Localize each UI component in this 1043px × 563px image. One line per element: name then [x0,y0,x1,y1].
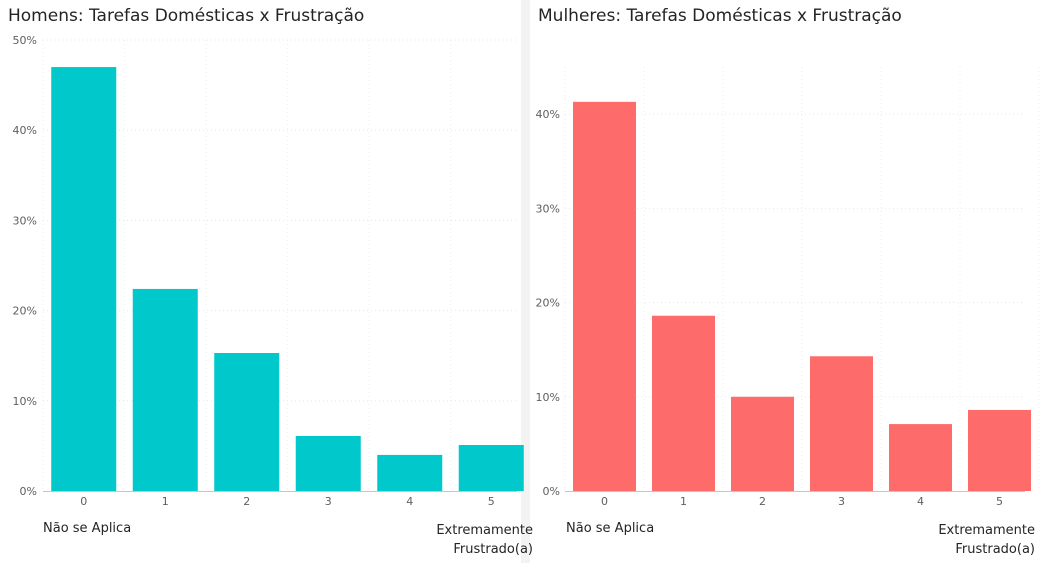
x-annotation-right-line: Extremamente [436,523,533,538]
chart-panel-men[interactable]: Homens: Tarefas Domésticas x Frustração … [0,0,533,515]
x-annotation-left: Não se Aplica [43,521,132,536]
y-tick-label: 40% [536,108,560,121]
bar [132,288,198,491]
x-annotation-left: Não se Aplica [566,521,655,536]
y-tick-label: 10% [13,395,37,408]
chart-title: Homens: Tarefas Domésticas x Frustração [8,6,365,26]
bar [968,409,1031,491]
y-tick-label: 0% [20,485,37,498]
bar [214,352,280,491]
x-tick-label: 1 [680,495,687,508]
y-tick-label: 30% [13,214,37,227]
bar-chart-men: 0% 10% 20% 30% 40% 50% 0 1 2 3 4 5 [13,34,533,508]
bar [652,315,715,491]
chart-panel-women[interactable]: Mulheres: Tarefas Domésticas x Frustraçã… [530,0,1043,515]
x-annotation-right-line: Frustrado(a) [955,542,1035,557]
chart-title: Mulheres: Tarefas Domésticas x Frustraçã… [538,6,902,26]
x-annotation-right: Extremamente Frustrado(a) [436,521,533,559]
x-tick-label: 3 [325,495,332,508]
bar [573,101,636,492]
x-tick-label: 0 [80,495,87,508]
x-tick-label: 5 [996,495,1003,508]
x-tick-label: 1 [162,495,169,508]
panel-gutter [521,0,530,563]
bar [458,444,524,491]
bar [731,396,794,491]
bar [295,435,361,491]
bar [810,356,873,491]
y-tick-label: 50% [13,34,37,47]
bar-chart-women: 0% 10% 20% 30% 40% 0 1 2 3 4 5 [536,67,1040,508]
y-tick-label: 0% [543,485,560,498]
bar [51,67,117,491]
y-tick-label: 40% [13,124,37,137]
x-annotation-right-line: Frustrado(a) [453,542,533,557]
bar [889,424,952,491]
y-tick-label: 10% [536,391,560,404]
x-annotation-right-line: Extremamente [938,523,1035,538]
x-tick-label: 2 [759,495,766,508]
bar [377,454,443,491]
y-tick-label: 30% [536,202,560,215]
x-tick-label: 4 [917,495,924,508]
x-annotation-right: Extremamente Frustrado(a) [938,521,1035,559]
x-tick-label: 2 [243,495,250,508]
x-tick-label: 3 [838,495,845,508]
x-tick-label: 0 [601,495,608,508]
y-tick-label: 20% [13,305,37,318]
y-tick-label: 20% [536,297,560,310]
x-tick-label: 4 [406,495,413,508]
x-tick-label: 5 [488,495,495,508]
